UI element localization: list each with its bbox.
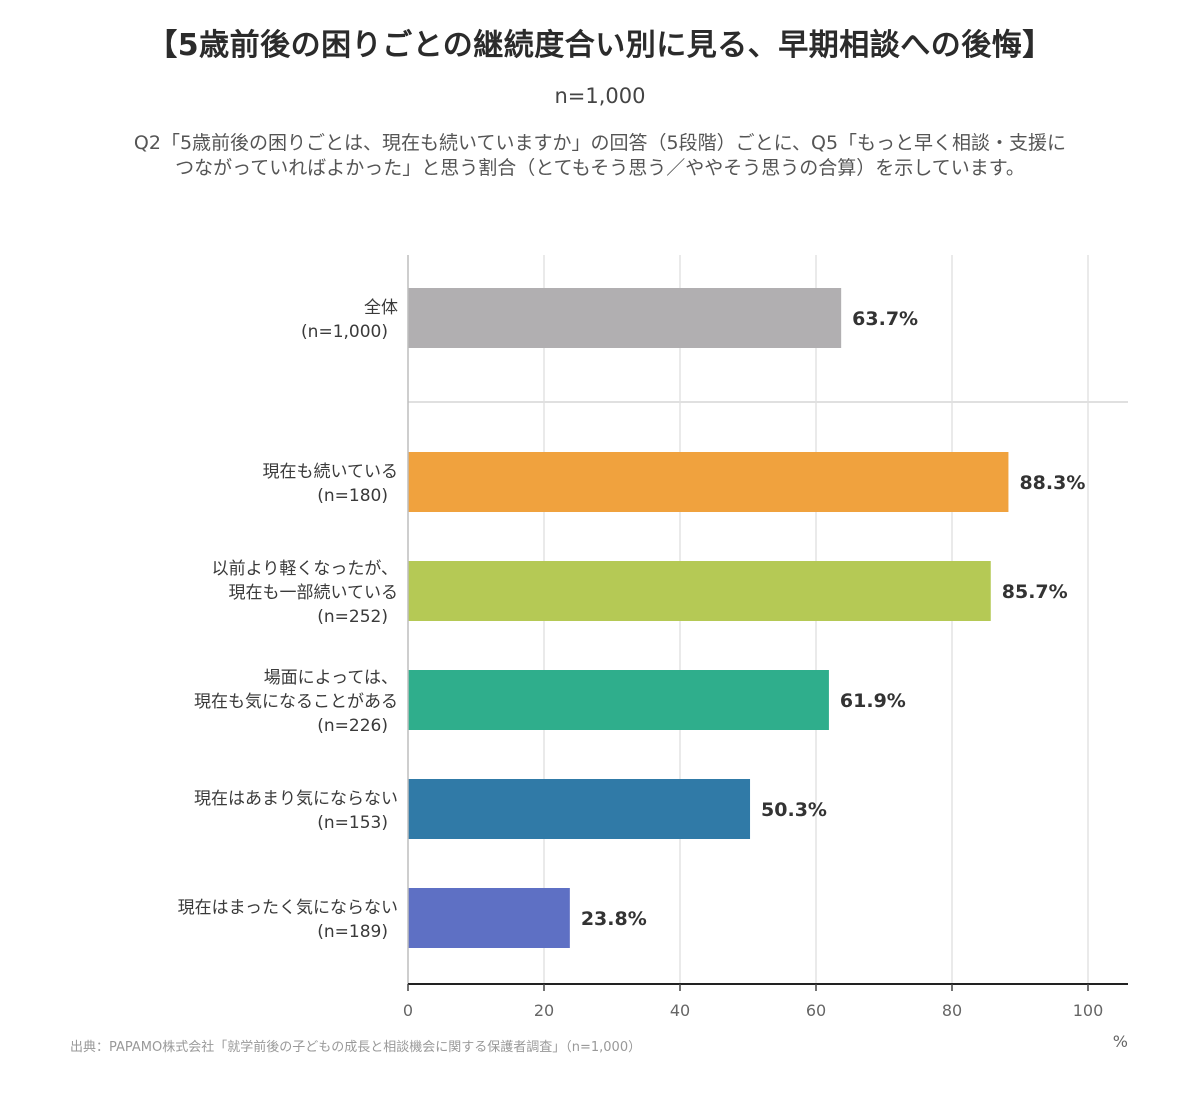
category-label: 現在はあまり気にならない (194, 789, 398, 809)
category-sample-label: (n=153) (317, 813, 388, 833)
category-label: 以前より軽くなったが、 (212, 559, 398, 579)
value-label: 85.7% (1002, 581, 1068, 603)
category-label: 現在も気になることがある (194, 692, 398, 712)
value-label: 50.3% (761, 799, 827, 821)
bar (408, 452, 1009, 512)
x-tick-label: 100 (1073, 1001, 1104, 1020)
category-label: 現在も一部続いている (229, 583, 399, 603)
category-sample-label: (n=226) (317, 716, 388, 736)
x-tick-label: 60 (806, 1001, 826, 1020)
value-label: 23.8% (581, 908, 647, 930)
category-sample-label: (n=189) (317, 922, 388, 942)
x-tick-label: 40 (670, 1001, 690, 1020)
category-label: 現在はまったく気にならない (178, 898, 398, 918)
category-sample-label: (n=1,000) (301, 322, 388, 342)
description-line: つながっていればよかった」と思う割合（とてもそう思う／ややそう思うの合算）を示し… (175, 157, 1025, 179)
x-tick-label: 20 (534, 1001, 554, 1020)
unit-label: % (1113, 1032, 1128, 1051)
value-label: 63.7% (852, 308, 918, 330)
chart-title: 【5歳前後の困りごとの継続度合い別に見る、早期相談への後悔】 (147, 28, 1053, 63)
bar (408, 670, 829, 730)
category-label: 場面によっては、 (264, 668, 398, 688)
description-line: Q2「5歳前後の困りごとは、現在も続いていますか」の回答（5段階）ごとに、Q5「… (133, 132, 1067, 154)
category-sample-label: (n=252) (317, 607, 388, 627)
source-note: 出典：PAPAMO株式会社「就学前後の子どもの成長と相談機会に関する保護者調査」… (70, 1040, 642, 1055)
x-tick-label: 0 (403, 1001, 413, 1020)
bar (408, 779, 751, 839)
bar (408, 288, 842, 348)
category-label: 現在も続いている (263, 462, 399, 482)
category-sample-label: (n=180) (317, 486, 388, 506)
chart-description: Q2「5歳前後の困りごとは、現在も続いていますか」の回答（5段階）ごとに、Q5「… (60, 131, 1140, 181)
value-label: 61.9% (840, 690, 906, 712)
x-tick-label: 80 (942, 1001, 962, 1020)
category-label: 全体 (364, 298, 398, 318)
value-label: 88.3% (1019, 472, 1085, 494)
bar (408, 561, 991, 621)
sample-size: n=1,000 (554, 84, 646, 108)
bar (408, 888, 570, 948)
